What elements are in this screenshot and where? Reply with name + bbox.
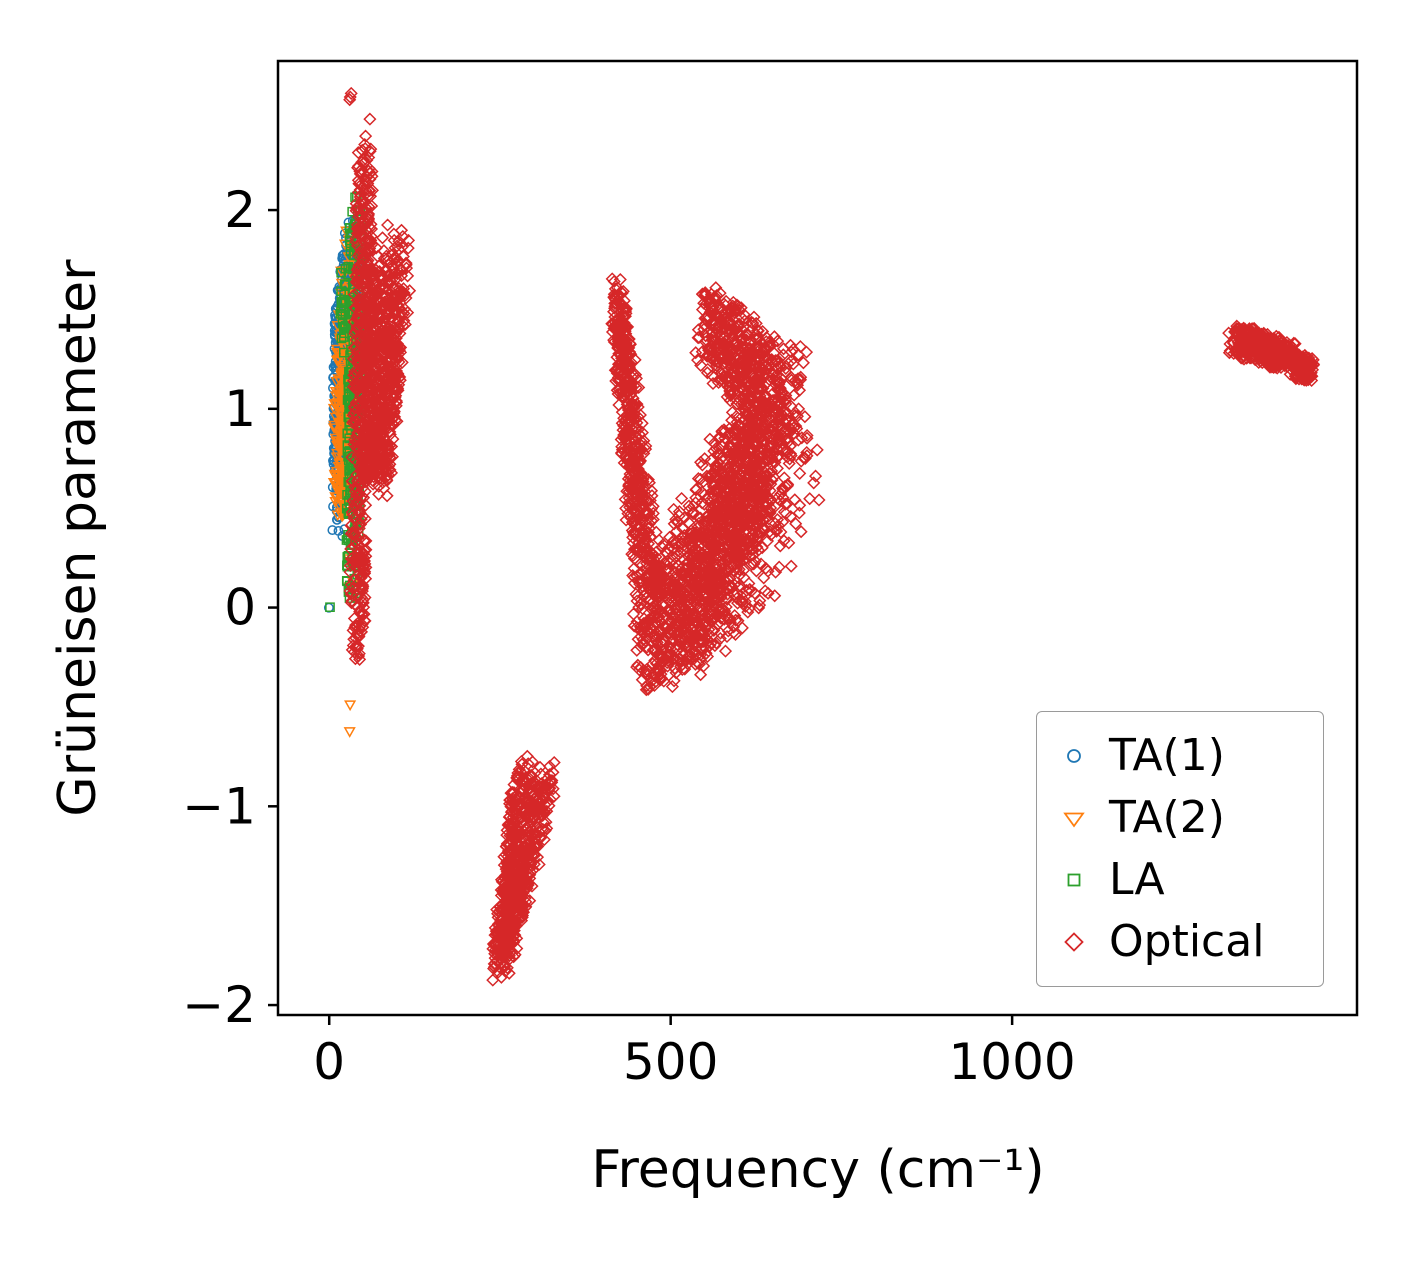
y-tick-label: 2 — [224, 181, 256, 239]
legend-item-ta1: TA(1) — [1061, 730, 1299, 782]
circle-marker-icon — [1067, 749, 1081, 763]
y-tick-label: 0 — [224, 579, 256, 637]
x-axis-label: Frequency (cm⁻¹) — [591, 1140, 1045, 1200]
legend-item-optical: Optical — [1061, 916, 1299, 968]
x-tick-label: 1000 — [949, 1033, 1076, 1091]
legend-label-ta1: TA(1) — [1109, 730, 1225, 781]
y-tick-label: −1 — [182, 777, 256, 835]
x-tick-label: 0 — [313, 1033, 345, 1091]
legend-item-la: LA — [1061, 854, 1299, 906]
diamond-marker-icon — [1064, 932, 1084, 952]
scatter-series-3 — [343, 86, 1321, 987]
legend-item-ta2: TA(2) — [1061, 792, 1299, 844]
axes-spines — [276, 59, 1359, 1017]
y-tick-label: 1 — [224, 380, 256, 438]
legend-label-la: LA — [1109, 854, 1165, 905]
y-tick-label: −2 — [182, 976, 256, 1034]
square-marker-icon — [1067, 873, 1081, 887]
legend-label-ta2: TA(2) — [1109, 792, 1225, 843]
x-tick-label: 500 — [623, 1033, 718, 1091]
triangle-down-marker-icon — [1063, 812, 1085, 828]
y-axis-label: Grüneisen parameter — [48, 259, 108, 817]
legend-label-optical: Optical — [1109, 916, 1265, 967]
legend: TA(1) TA(2) LA Optical — [1036, 711, 1324, 987]
